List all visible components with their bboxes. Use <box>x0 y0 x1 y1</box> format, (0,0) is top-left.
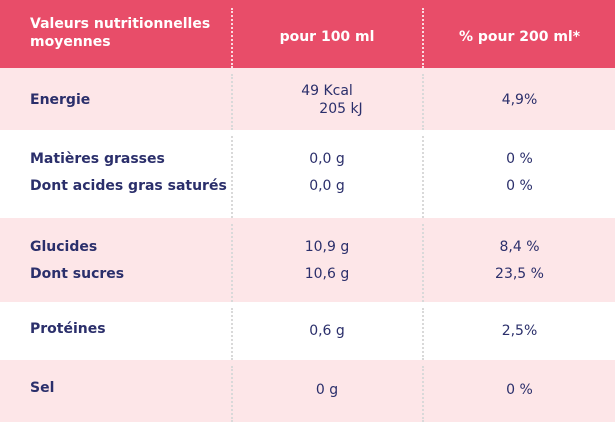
row-value-per100: 0,0 g <box>309 178 345 194</box>
row-label: Matières grasses <box>30 151 165 167</box>
energy-kcal: 49 Kcal <box>301 83 353 99</box>
row-value-percent: 0 % <box>506 151 533 167</box>
table-row-glucides: Glucides 10,9 g 8,4 % Dont sucres 10,6 g… <box>0 218 615 302</box>
table-row-sel: Sel 0 g 0 % <box>0 360 615 422</box>
row-value-per100: 0,0 g <box>309 151 345 167</box>
row-value-percent: 8,4 % <box>499 239 540 255</box>
row-value-percent: 23,5 % <box>495 266 544 282</box>
row-label: Sel <box>30 380 55 396</box>
row-value-percent: 0 % <box>506 382 533 398</box>
header-nutrition-values: Valeurs nutritionnelles moyennes <box>30 16 211 50</box>
row-label: Protéines <box>30 321 106 337</box>
column-divider <box>231 308 233 360</box>
table-row-energie: Energie 49 Kcal 205 kJ 4,9% <box>0 68 615 130</box>
row-value-percent: 2,5% <box>501 323 538 339</box>
table-header: Valeurs nutritionnelles moyennes pour 10… <box>0 0 615 68</box>
column-divider <box>231 366 233 422</box>
row-value-per100: 10,6 g <box>304 266 350 282</box>
header-percent-200ml: % pour 200 ml* <box>458 29 581 45</box>
column-divider <box>231 8 233 68</box>
column-divider <box>231 74 233 130</box>
column-divider <box>422 74 424 130</box>
column-divider <box>422 366 424 422</box>
column-divider <box>231 224 233 302</box>
table-row-proteines: Protéines 0,6 g 2,5% <box>0 302 615 360</box>
row-value-per100: 0 g <box>315 382 339 398</box>
energy-percent: 4,9% <box>501 92 538 108</box>
row-label: Dont sucres <box>30 266 125 282</box>
column-divider <box>422 8 424 68</box>
row-value-per100: 10,9 g <box>304 239 350 255</box>
table-row-matieres-grasses: Matières grasses 0,0 g 0 % Dont acides g… <box>0 130 615 218</box>
row-label: Glucides <box>30 239 98 255</box>
header-per-100ml: pour 100 ml <box>279 29 375 45</box>
row-label: Energie <box>30 92 91 108</box>
row-value-percent: 0 % <box>506 178 533 194</box>
column-divider <box>422 308 424 360</box>
row-label: Dont acides gras saturés <box>30 178 227 194</box>
column-divider <box>422 224 424 302</box>
energy-kj: 205 kJ <box>319 101 363 117</box>
row-value-per100: 0,6 g <box>309 323 345 339</box>
column-divider <box>422 136 424 218</box>
column-divider <box>231 136 233 218</box>
